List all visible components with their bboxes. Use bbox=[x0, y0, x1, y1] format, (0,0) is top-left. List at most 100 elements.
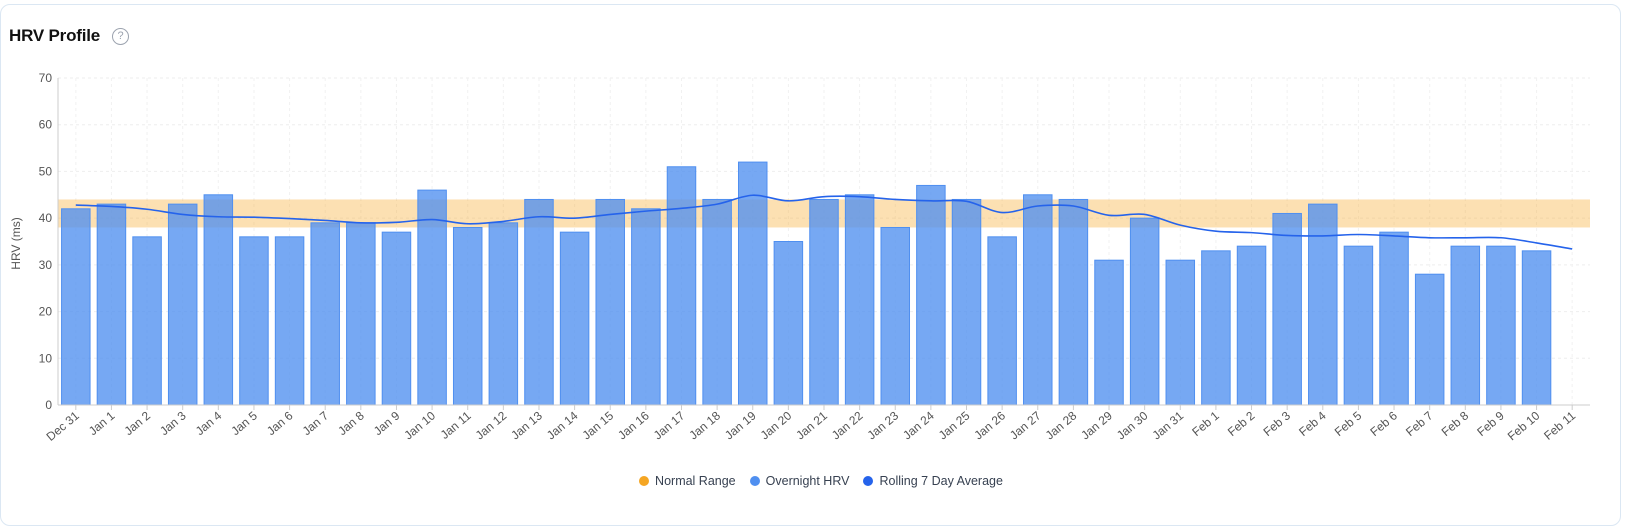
x-tick-label: Feb 4 bbox=[1296, 408, 1329, 439]
x-tick-label: Jan 29 bbox=[1078, 408, 1115, 442]
x-tick-label: Feb 8 bbox=[1439, 408, 1472, 439]
x-tick-label: Jan 2 bbox=[122, 408, 154, 438]
hrv-bar bbox=[1236, 245, 1267, 406]
hrv-bar bbox=[844, 194, 875, 406]
legend-label: Rolling 7 Day Average bbox=[879, 474, 1003, 488]
x-tick-label: Feb 2 bbox=[1225, 408, 1258, 439]
x-tick-label: Jan 15 bbox=[580, 408, 617, 442]
x-tick-label: Feb 9 bbox=[1474, 408, 1507, 439]
hrv-bar bbox=[310, 222, 340, 406]
x-tick-label: Jan 10 bbox=[401, 408, 438, 442]
hrv-bar bbox=[1379, 231, 1409, 406]
x-tick-label: Jan 31 bbox=[1150, 408, 1187, 442]
x-tick-label: Jan 9 bbox=[371, 408, 403, 438]
hrv-bar bbox=[96, 203, 127, 406]
x-tick-label: Feb 6 bbox=[1367, 408, 1400, 439]
x-tick-label: Jan 28 bbox=[1043, 408, 1080, 442]
hrv-bar bbox=[61, 208, 91, 406]
x-tick-label: Jan 27 bbox=[1007, 408, 1044, 442]
hrv-bar bbox=[702, 198, 732, 406]
hrv-bar bbox=[987, 236, 1017, 406]
x-tick-label: Feb 10 bbox=[1505, 408, 1543, 443]
hrv-bar bbox=[773, 241, 804, 406]
x-tick-label: Feb 5 bbox=[1332, 408, 1365, 439]
hrv-bar bbox=[1308, 203, 1338, 406]
x-tick-label: Jan 7 bbox=[300, 408, 332, 438]
chart-header: HRV Profile ? bbox=[9, 26, 130, 46]
x-tick-label: Dec 31 bbox=[44, 408, 82, 443]
x-tick-label: Jan 24 bbox=[900, 408, 937, 442]
legend-item-rolling-average[interactable]: Rolling 7 Day Average bbox=[863, 474, 1003, 488]
hrv-bar bbox=[1023, 194, 1053, 406]
hrv-bar bbox=[559, 231, 590, 406]
x-tick-label: Jan 20 bbox=[758, 408, 795, 442]
hrv-bar bbox=[809, 198, 839, 406]
legend-item-overnight-hrv[interactable]: Overnight HRV bbox=[749, 474, 850, 488]
hrv-bar bbox=[524, 198, 554, 406]
chart-legend: Normal Range Overnight HRV Rolling 7 Day… bbox=[0, 474, 1642, 488]
x-tick-label: Jan 26 bbox=[971, 408, 1008, 442]
x-tick-label: Jan 12 bbox=[473, 408, 510, 442]
x-tick-label: Jan 16 bbox=[615, 408, 652, 442]
x-tick-label: Feb 3 bbox=[1261, 408, 1294, 439]
hrv-bar bbox=[1201, 250, 1231, 406]
hrv-bar bbox=[488, 222, 519, 406]
hrv-bar bbox=[132, 236, 162, 406]
x-tick-label: Jan 18 bbox=[686, 408, 723, 442]
hrv-bar bbox=[737, 161, 768, 406]
y-tick-label: 10 bbox=[39, 351, 53, 365]
hrv-bar bbox=[1094, 259, 1124, 406]
hrv-bar bbox=[631, 208, 661, 406]
hrv-bar bbox=[1450, 245, 1481, 406]
x-tick-label: Jan 11 bbox=[438, 408, 474, 442]
hrv-bar bbox=[381, 231, 412, 406]
x-tick-label: Jan 14 bbox=[544, 408, 581, 442]
y-tick-label: 30 bbox=[39, 258, 53, 272]
legend-item-normal-range[interactable]: Normal Range bbox=[639, 474, 736, 488]
x-tick-label: Jan 8 bbox=[335, 408, 367, 438]
rolling-average-line bbox=[75, 194, 1573, 250]
legend-dot-rolling-average bbox=[863, 476, 874, 486]
hrv-bar bbox=[167, 203, 198, 406]
hrv-bar bbox=[1129, 217, 1160, 406]
x-tick-label: Jan 4 bbox=[193, 408, 225, 438]
legend-dot-normal-range bbox=[639, 476, 650, 486]
legend-label: Normal Range bbox=[655, 474, 736, 488]
legend-label: Overnight HRV bbox=[765, 474, 850, 488]
x-tick-label: Jan 3 bbox=[157, 408, 189, 438]
x-tick-label: Jan 30 bbox=[1114, 408, 1151, 442]
x-tick-label: Jan 19 bbox=[722, 408, 759, 442]
x-tick-label: Jan 6 bbox=[264, 408, 296, 438]
x-tick-label: Feb 7 bbox=[1403, 408, 1436, 439]
x-tick-label: Jan 13 bbox=[508, 408, 545, 442]
hrv-bar bbox=[239, 236, 269, 406]
y-axis-label: HRV (ms) bbox=[9, 217, 23, 269]
hrv-bar bbox=[452, 226, 483, 406]
x-tick-label: Jan 17 bbox=[651, 408, 688, 442]
x-tick-label: Jan 5 bbox=[228, 408, 260, 438]
hrv-bar bbox=[951, 198, 982, 406]
hrv-bar bbox=[880, 226, 911, 406]
hrv-bar bbox=[666, 166, 697, 406]
x-tick-label: Jan 21 bbox=[793, 408, 830, 442]
x-tick-label: Jan 23 bbox=[865, 408, 902, 442]
y-tick-label: 40 bbox=[39, 211, 53, 225]
hrv-bar bbox=[417, 189, 447, 406]
hrv-bar bbox=[274, 236, 305, 406]
y-tick-label: 60 bbox=[39, 118, 53, 132]
x-tick-label: Feb 11 bbox=[1541, 408, 1578, 442]
hrv-bar bbox=[203, 194, 234, 406]
hrv-bar bbox=[1414, 273, 1445, 406]
hrv-bar bbox=[1486, 245, 1516, 406]
y-tick-label: 70 bbox=[39, 71, 53, 85]
help-icon[interactable]: ? bbox=[112, 27, 130, 45]
page-title: HRV Profile bbox=[9, 26, 101, 45]
hrv-bar bbox=[1343, 245, 1374, 406]
legend-dot-overnight-hrv bbox=[749, 476, 760, 486]
y-tick-label: 50 bbox=[39, 164, 53, 178]
x-tick-label: Jan 1 bbox=[86, 408, 118, 438]
y-tick-label: 0 bbox=[45, 398, 52, 412]
hrv-bar bbox=[1272, 212, 1302, 406]
hrv-bar bbox=[1521, 250, 1552, 406]
